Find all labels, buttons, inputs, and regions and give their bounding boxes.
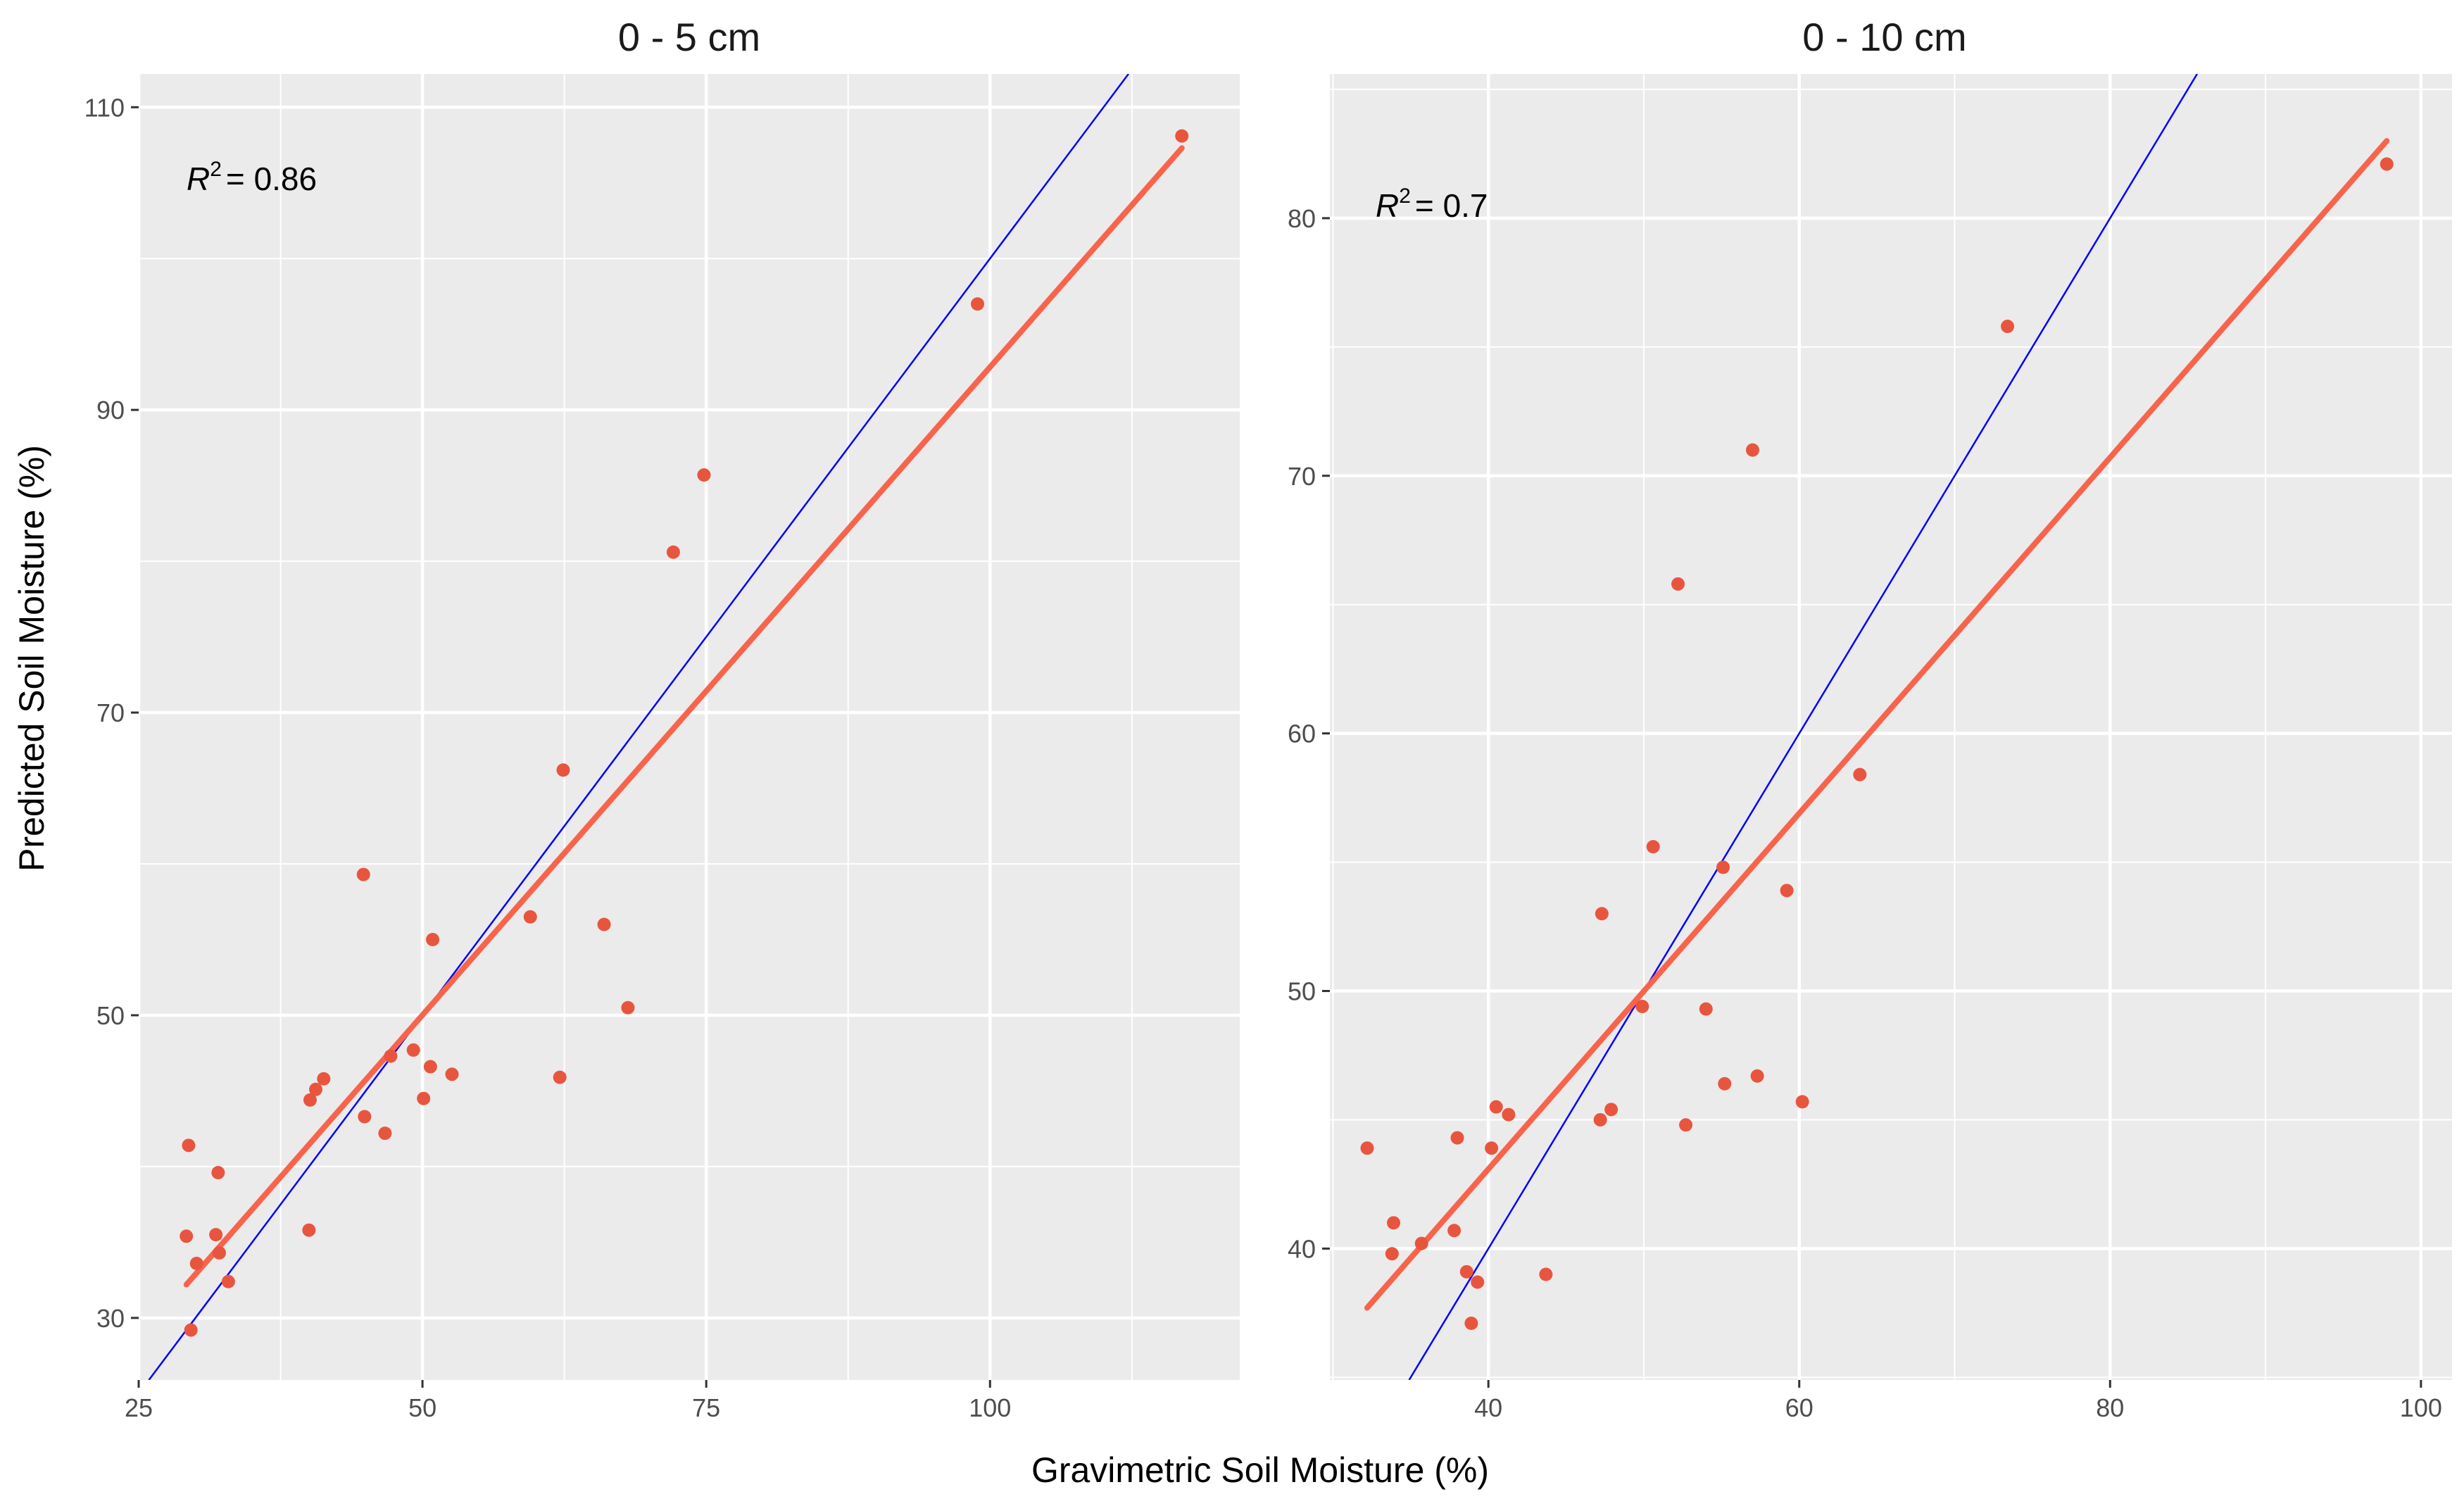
panel-title: 0 - 5 cm (618, 15, 760, 59)
data-point (211, 1166, 225, 1180)
data-point (597, 917, 611, 931)
y-tick-label: 70 (1288, 462, 1316, 491)
data-point (209, 1228, 223, 1242)
data-point (1414, 1236, 1428, 1250)
data-point (423, 1060, 437, 1074)
data-point (1464, 1317, 1478, 1331)
data-point (1539, 1267, 1553, 1281)
x-tick-label: 50 (408, 1393, 436, 1422)
data-point (1635, 999, 1649, 1013)
data-point (356, 867, 370, 881)
data-layer (1360, 74, 2394, 1380)
y-tick-label: 70 (96, 698, 125, 727)
data-point (1853, 767, 1867, 782)
data-point (1450, 1131, 1464, 1145)
data-point (426, 933, 440, 947)
data-point (2001, 320, 2015, 334)
x-axis-label: Gravimetric Soil Moisture (%) (1031, 1450, 1489, 1490)
data-point (1471, 1275, 1485, 1289)
data-point (1718, 1077, 1732, 1091)
y-tick-label: 90 (96, 396, 125, 425)
identity-line (148, 74, 1129, 1380)
data-point (1746, 443, 1760, 457)
data-point (384, 1049, 398, 1063)
data-point (1447, 1224, 1462, 1238)
data-point (1593, 1112, 1607, 1127)
data-point (1716, 860, 1730, 874)
data-point (621, 1000, 635, 1015)
data-point (1595, 907, 1609, 921)
data-point (971, 297, 985, 311)
x-tick-label: 60 (1785, 1393, 1814, 1422)
data-point (2380, 157, 2394, 171)
data-point (1360, 1141, 1374, 1155)
y-tick-label: 30 (96, 1304, 125, 1333)
data-point (1795, 1095, 1809, 1109)
data-point (189, 1256, 203, 1270)
data-point (417, 1091, 431, 1105)
data-point (1385, 1247, 1399, 1261)
y-tick-label: 80 (1288, 204, 1316, 233)
x-tick-label: 100 (2400, 1393, 2442, 1422)
regression-line (183, 145, 1185, 1288)
data-point (523, 910, 537, 924)
data-point (180, 1229, 194, 1243)
x-tick-label: 75 (692, 1393, 720, 1422)
data-point (553, 1070, 567, 1084)
data-point (1646, 840, 1660, 854)
data-point (1679, 1118, 1693, 1132)
y-tick-label: 50 (1288, 977, 1316, 1006)
data-point (1175, 129, 1189, 143)
data-point (556, 763, 570, 777)
data-point (182, 1138, 196, 1153)
data-point (378, 1127, 392, 1141)
panel-background (1330, 74, 2452, 1380)
data-point (1699, 1002, 1713, 1016)
data-point (1604, 1103, 1618, 1117)
panel-0-10cm: 0 - 10 cm 40 60 80 100 40 50 60 70 80 R2 = 0.7 (1288, 15, 2452, 1422)
y-tick-label: 40 (1288, 1234, 1316, 1263)
y-axis-label: Predicted Soil Moisture (%) (12, 445, 51, 872)
x-tick-label: 25 (125, 1393, 153, 1422)
data-point (317, 1072, 331, 1086)
r-squared-annotation: R2 = 0.7 (1376, 184, 1488, 224)
data-point (358, 1110, 372, 1124)
r-squared-annotation: R2 = 0.86 (187, 158, 317, 197)
x-tick-label: 100 (969, 1393, 1011, 1422)
y-tick-label: 50 (96, 1001, 125, 1030)
data-point (302, 1223, 316, 1237)
data-point (1780, 884, 1794, 898)
y-tick-label: 110 (84, 93, 125, 122)
data-point (666, 545, 680, 559)
data-point (184, 1323, 198, 1337)
data-point (445, 1067, 459, 1081)
x-tick-label: 80 (2096, 1393, 2124, 1422)
x-tick-label: 40 (1474, 1393, 1502, 1422)
data-point (1502, 1107, 1516, 1122)
panel-0-5cm: 0 - 5 cm 25 50 75 100 30 50 70 90 110 R2 = 0.86 (84, 15, 1240, 1422)
data-point (221, 1274, 235, 1288)
panel-title: 0 - 10 cm (1802, 15, 1966, 59)
identity-line (1408, 74, 2198, 1380)
data-point (1750, 1069, 1764, 1083)
data-point (212, 1245, 226, 1260)
data-point (406, 1043, 420, 1057)
data-point (1459, 1265, 1473, 1279)
data-point (303, 1093, 317, 1107)
data-layer (148, 74, 1189, 1380)
data-point (697, 468, 711, 482)
regression-line (1364, 138, 2390, 1311)
data-point (309, 1082, 323, 1096)
data-point (1485, 1141, 1499, 1155)
data-point (1671, 577, 1685, 591)
data-point (1387, 1216, 1401, 1230)
data-point (1489, 1100, 1503, 1114)
y-tick-label: 60 (1288, 720, 1316, 748)
